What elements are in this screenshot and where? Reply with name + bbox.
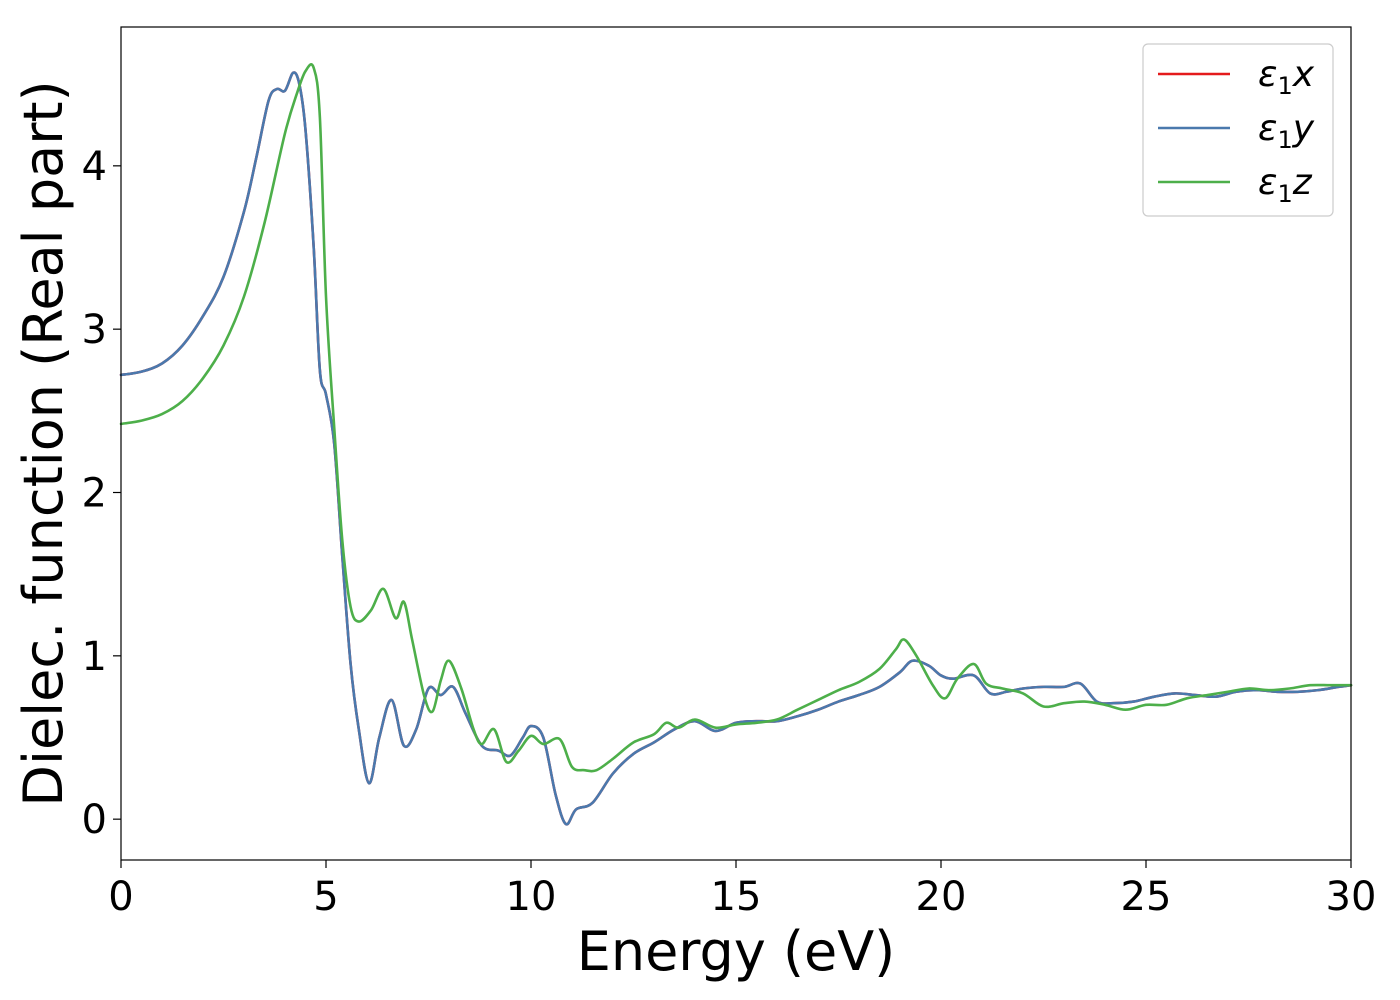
series-layer [119,63,1353,826]
x-axis-label: Energy (eV) [577,920,896,983]
y-tick-label: 0 [82,797,107,843]
y-tick-label: 4 [82,144,107,190]
y-axis: 0 1 2 3 4 [82,144,121,843]
x-tick-label: 10 [506,874,557,920]
legend: ε1x ε1y ε1z [1142,43,1334,217]
x-tick-label: 5 [313,874,338,920]
y-axis-label: Dielec. function (Real part) [12,80,75,806]
y-tick-label: 2 [82,471,107,517]
x-tick-label: 0 [108,874,133,920]
y-tick-label: 3 [82,307,107,353]
x-tick-label: 20 [916,874,967,920]
x-tick-label: 30 [1326,874,1377,920]
legend-label-y: ε1y [1258,108,1315,154]
x-tick-label: 25 [1121,874,1172,920]
y-tick-label: 1 [82,634,107,680]
legend-label-x: ε1x [1258,54,1315,100]
series-line-y [119,71,1353,826]
series-line-z [119,63,1353,773]
x-tick-label: 15 [711,874,762,920]
legend-box [1142,43,1334,217]
x-axis: 0 5 10 15 20 25 30 [108,860,1376,920]
legend-label-z: ε1z [1258,162,1313,208]
